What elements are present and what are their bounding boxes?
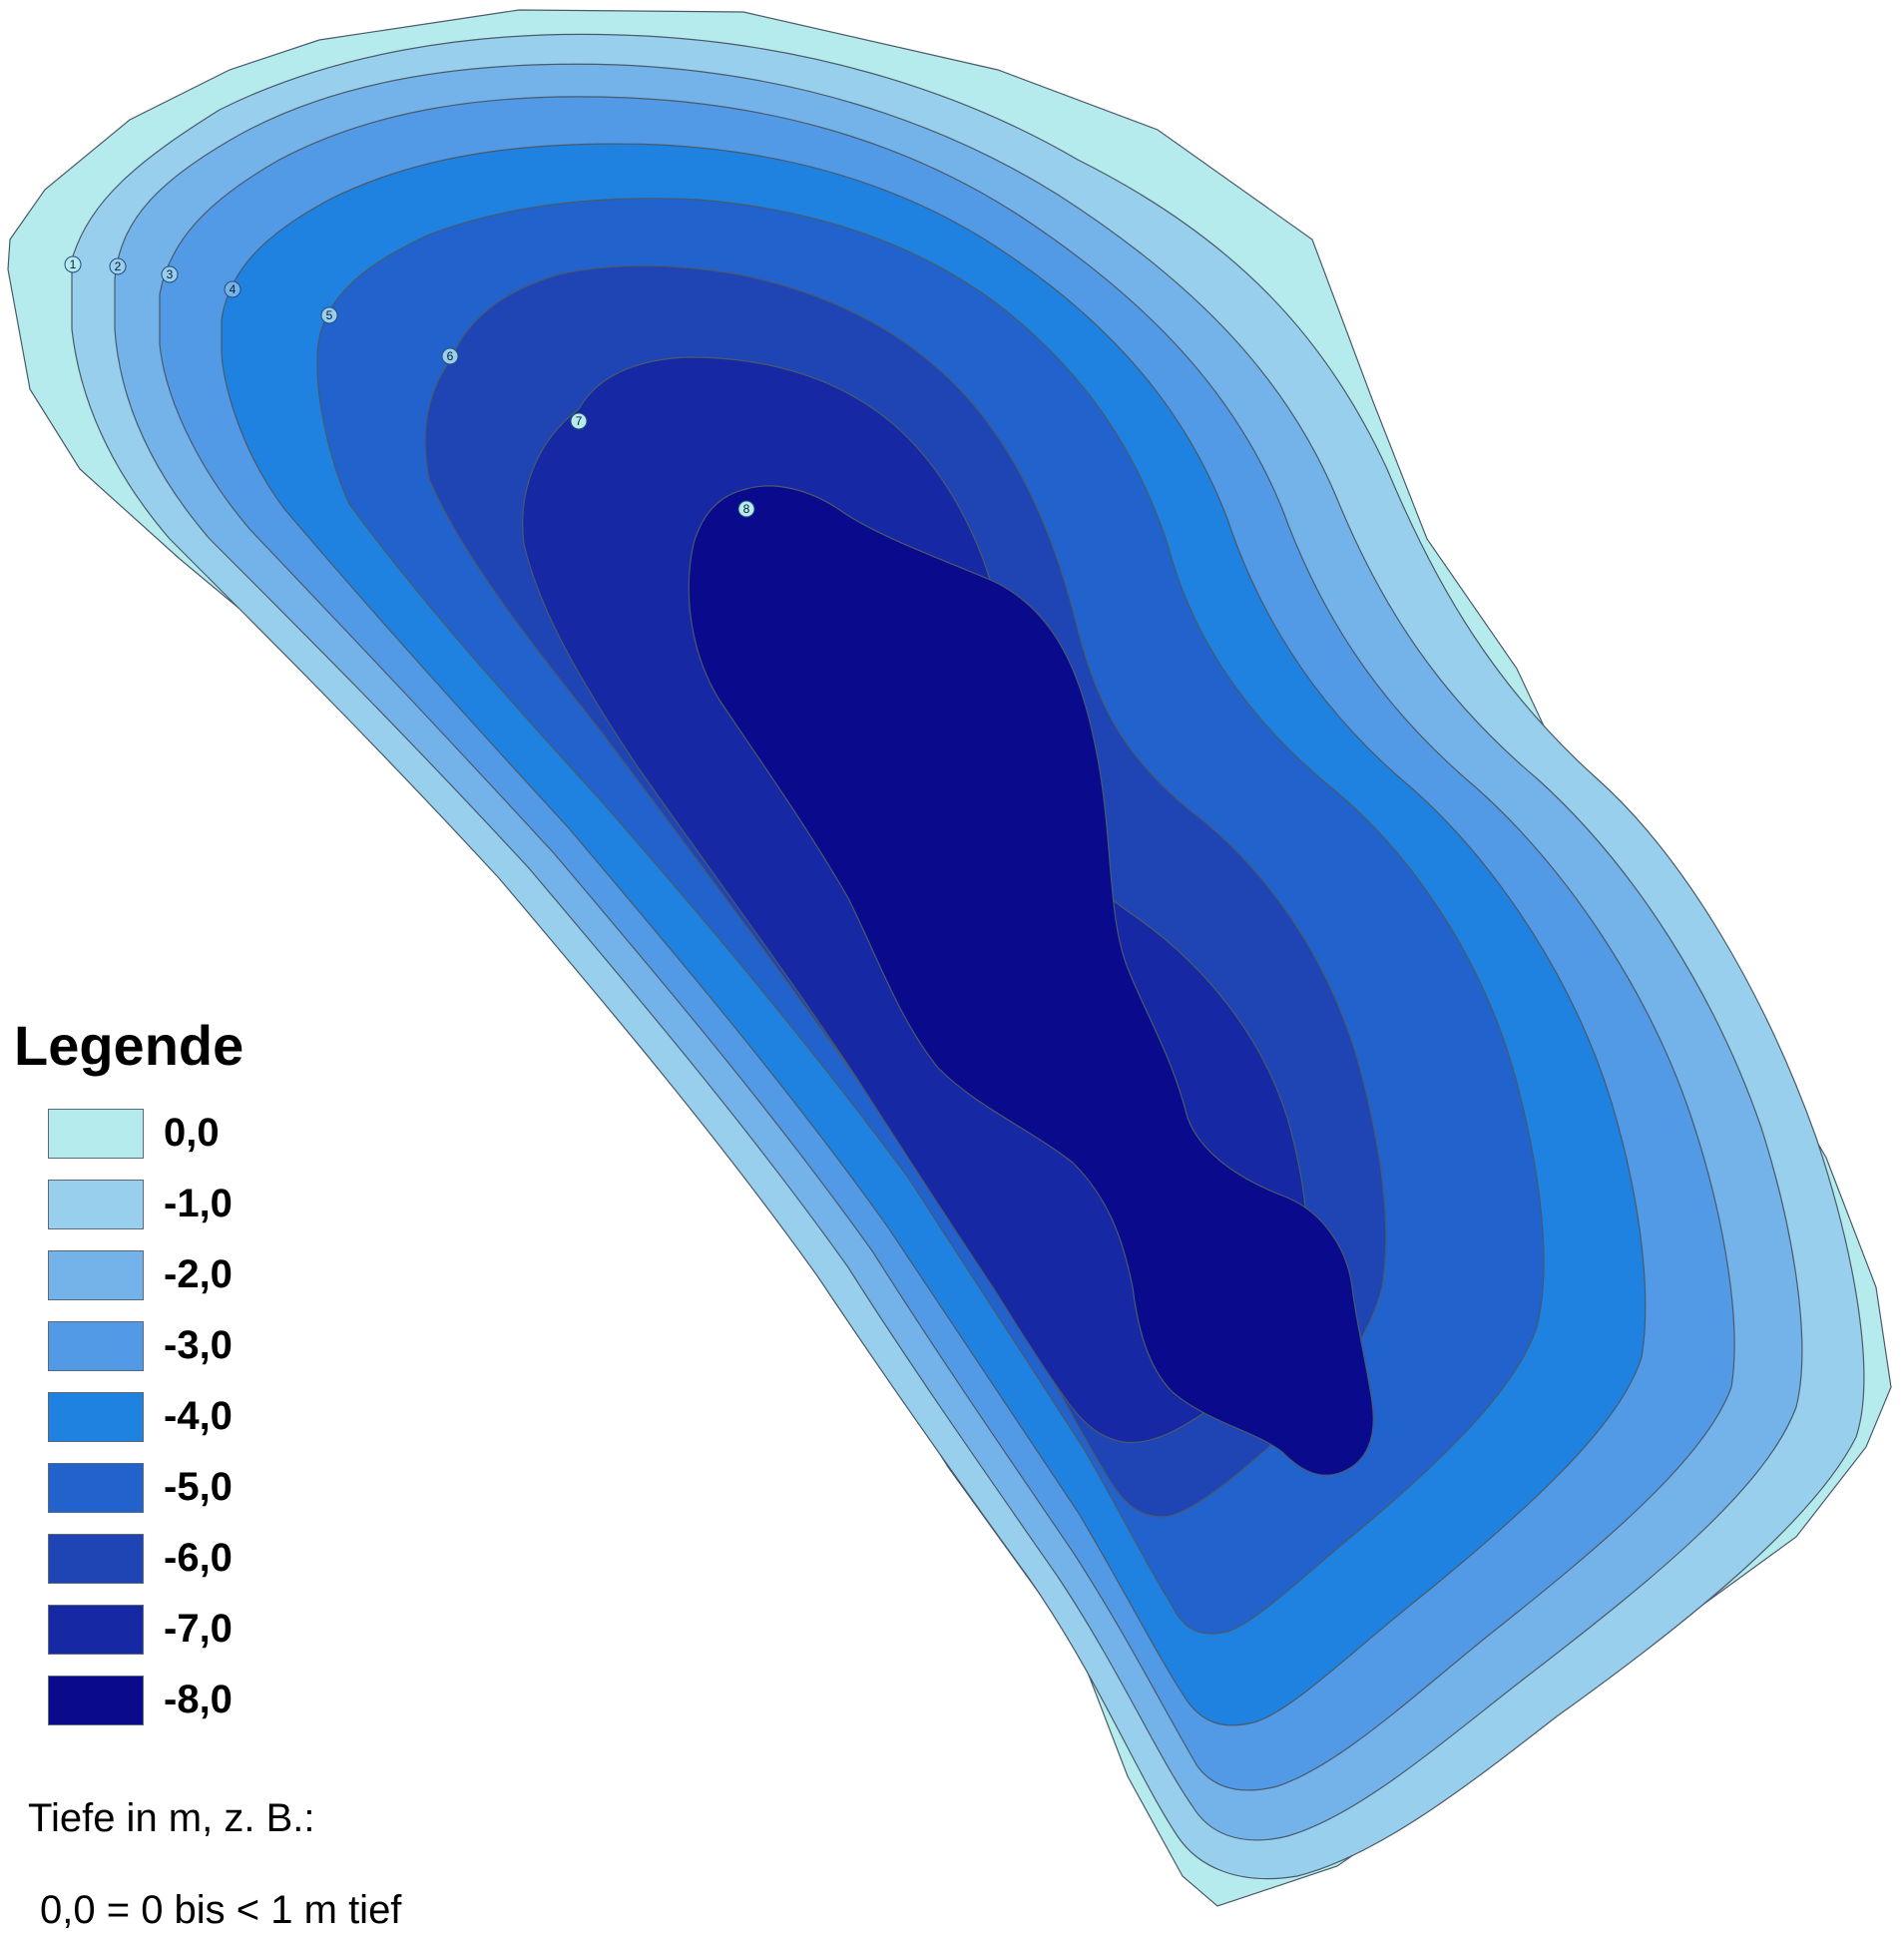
legend-swatch [48, 1462, 144, 1513]
legend-items: 0,0 -1,0 -2,0 -3,0 -4,0 -5,0 -6,0 -7,0 -8,0 [14, 1098, 433, 1735]
depth-marker-label: 7 [576, 414, 583, 428]
depth-note: Tiefe in m, z. B.: [28, 1796, 315, 1840]
legend-swatch [48, 1108, 144, 1159]
legend-label: -5,0 [164, 1465, 233, 1509]
legend-item: 0,0 [48, 1098, 433, 1169]
legend-title: Legende [14, 1014, 244, 1077]
legend-swatch [48, 1391, 144, 1442]
legend-item: -8,0 [48, 1665, 433, 1735]
contour-band-8 [688, 485, 1374, 1476]
depth-marker-2: 2 [109, 257, 127, 275]
depth-marker-label: 6 [447, 349, 454, 363]
legend-label: -7,0 [164, 1607, 233, 1651]
legend-item: -1,0 [48, 1169, 433, 1239]
depth-marker-7: 7 [570, 412, 588, 430]
legend-swatch [48, 1320, 144, 1371]
depth-marker-label: 5 [326, 308, 333, 322]
legend-label: -2,0 [164, 1252, 233, 1296]
legend-label: -4,0 [164, 1394, 233, 1438]
legend-swatch [48, 1533, 144, 1584]
depth-marker-5: 5 [320, 306, 338, 324]
legend-item: -4,0 [48, 1381, 433, 1452]
depth-marker-6: 6 [441, 347, 459, 365]
legend-swatch [48, 1179, 144, 1229]
legend-item: -6,0 [48, 1523, 433, 1594]
depth-marker-8: 8 [737, 500, 755, 518]
legend-label: -8,0 [164, 1678, 233, 1721]
legend-item: -5,0 [48, 1452, 433, 1523]
depth-marker-label: 8 [743, 502, 750, 516]
depth-marker-label: 3 [167, 267, 174, 281]
legend-swatch [48, 1604, 144, 1655]
legend-swatch [48, 1675, 144, 1725]
depth-marker-4: 4 [224, 280, 241, 298]
legend-item: -7,0 [48, 1594, 433, 1665]
legend-label: 0,0 [164, 1111, 220, 1155]
map-legend: Legende 0,0 -1,0 -2,0 -3,0 -4,0 -5,0 -6,0 -7,0-… [14, 1018, 433, 1735]
legend-item: -3,0 [48, 1310, 433, 1381]
legend-item: -2,0 [48, 1239, 433, 1310]
legend-label: -1,0 [164, 1182, 233, 1225]
depth-marker-label: 2 [115, 259, 122, 273]
depth-marker-label: 1 [70, 257, 77, 271]
depth-marker-label: 4 [230, 282, 237, 296]
depth-marker-3: 3 [161, 265, 179, 283]
depth-example: 0,0 = 0 bis < 1 m tief [40, 1888, 402, 1932]
depth-marker-1: 1 [64, 255, 82, 273]
legend-label: -6,0 [164, 1536, 233, 1580]
legend-swatch [48, 1249, 144, 1300]
legend-label: -3,0 [164, 1323, 233, 1367]
